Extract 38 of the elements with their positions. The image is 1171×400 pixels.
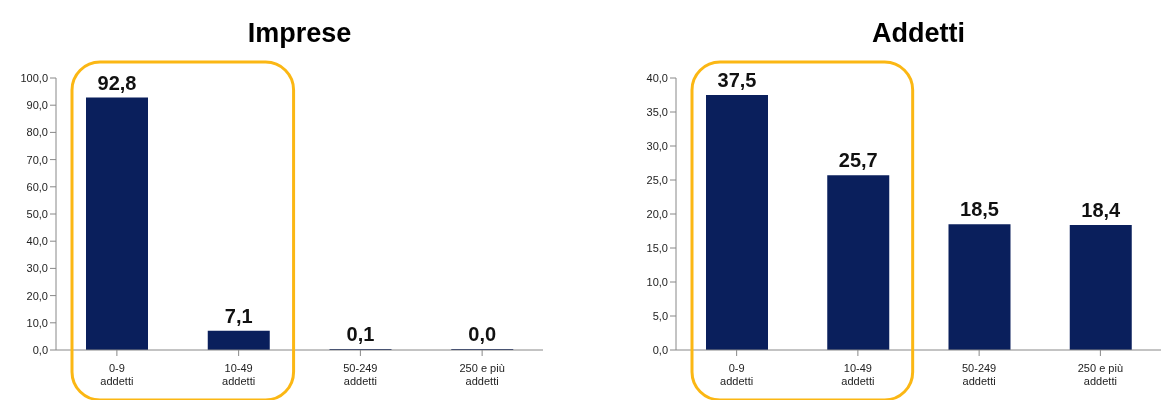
y-tick-label: 20,0 xyxy=(26,289,48,302)
y-tick-label: 15,0 xyxy=(646,241,668,254)
y-tick-label: 60,0 xyxy=(26,180,48,193)
y-tick-label: 35,0 xyxy=(646,105,668,118)
data-label: 25,7 xyxy=(838,149,878,172)
x-tick-label: 10-49 addetti xyxy=(222,362,256,387)
chart-title: Addetti xyxy=(871,18,966,49)
chart-title: Imprese xyxy=(246,18,353,49)
x-tick-label: 250 e più addetti xyxy=(1077,362,1124,387)
y-tick-label: 25,0 xyxy=(646,173,668,186)
y-tick-label: 90,0 xyxy=(26,99,48,112)
y-tick-label: 0,0 xyxy=(32,343,48,356)
data-label: 37,5 xyxy=(717,69,757,91)
data-label: 18,4 xyxy=(1081,198,1122,221)
y-tick-label: 40,0 xyxy=(26,235,48,248)
x-tick-label: 250 e più addetti xyxy=(459,362,505,387)
y-tick-label: 100,0 xyxy=(20,71,48,84)
y-tick-label: 10,0 xyxy=(26,316,48,329)
y-tick-label: 80,0 xyxy=(26,126,48,139)
data-label: 18,5 xyxy=(960,198,999,221)
y-tick-label: 5,0 xyxy=(652,309,668,322)
x-tick-label: 50-249 addetti xyxy=(343,362,378,387)
x-tick-label: 50-249 addetti xyxy=(961,362,997,387)
y-tick-label: 70,0 xyxy=(26,153,48,166)
x-tick-label: 10-49 addetti xyxy=(841,362,875,387)
y-tick-label: 50,0 xyxy=(26,207,48,220)
y-tick-label: 30,0 xyxy=(26,262,48,275)
y-tick-label: 0,0 xyxy=(652,343,668,356)
data-label: 0,0 xyxy=(468,323,497,345)
data-label: 7,1 xyxy=(224,304,253,327)
x-tick-label: 0-9 addetti xyxy=(720,362,754,387)
y-tick-label: 20,0 xyxy=(646,207,668,220)
y-tick-label: 40,0 xyxy=(646,71,668,84)
y-tick-label: 10,0 xyxy=(646,275,668,288)
data-label: 92,8 xyxy=(97,71,137,94)
data-label: 0,1 xyxy=(346,323,375,345)
x-tick-label: 0-9 addetti xyxy=(100,362,134,387)
y-tick-label: 30,0 xyxy=(646,139,668,152)
